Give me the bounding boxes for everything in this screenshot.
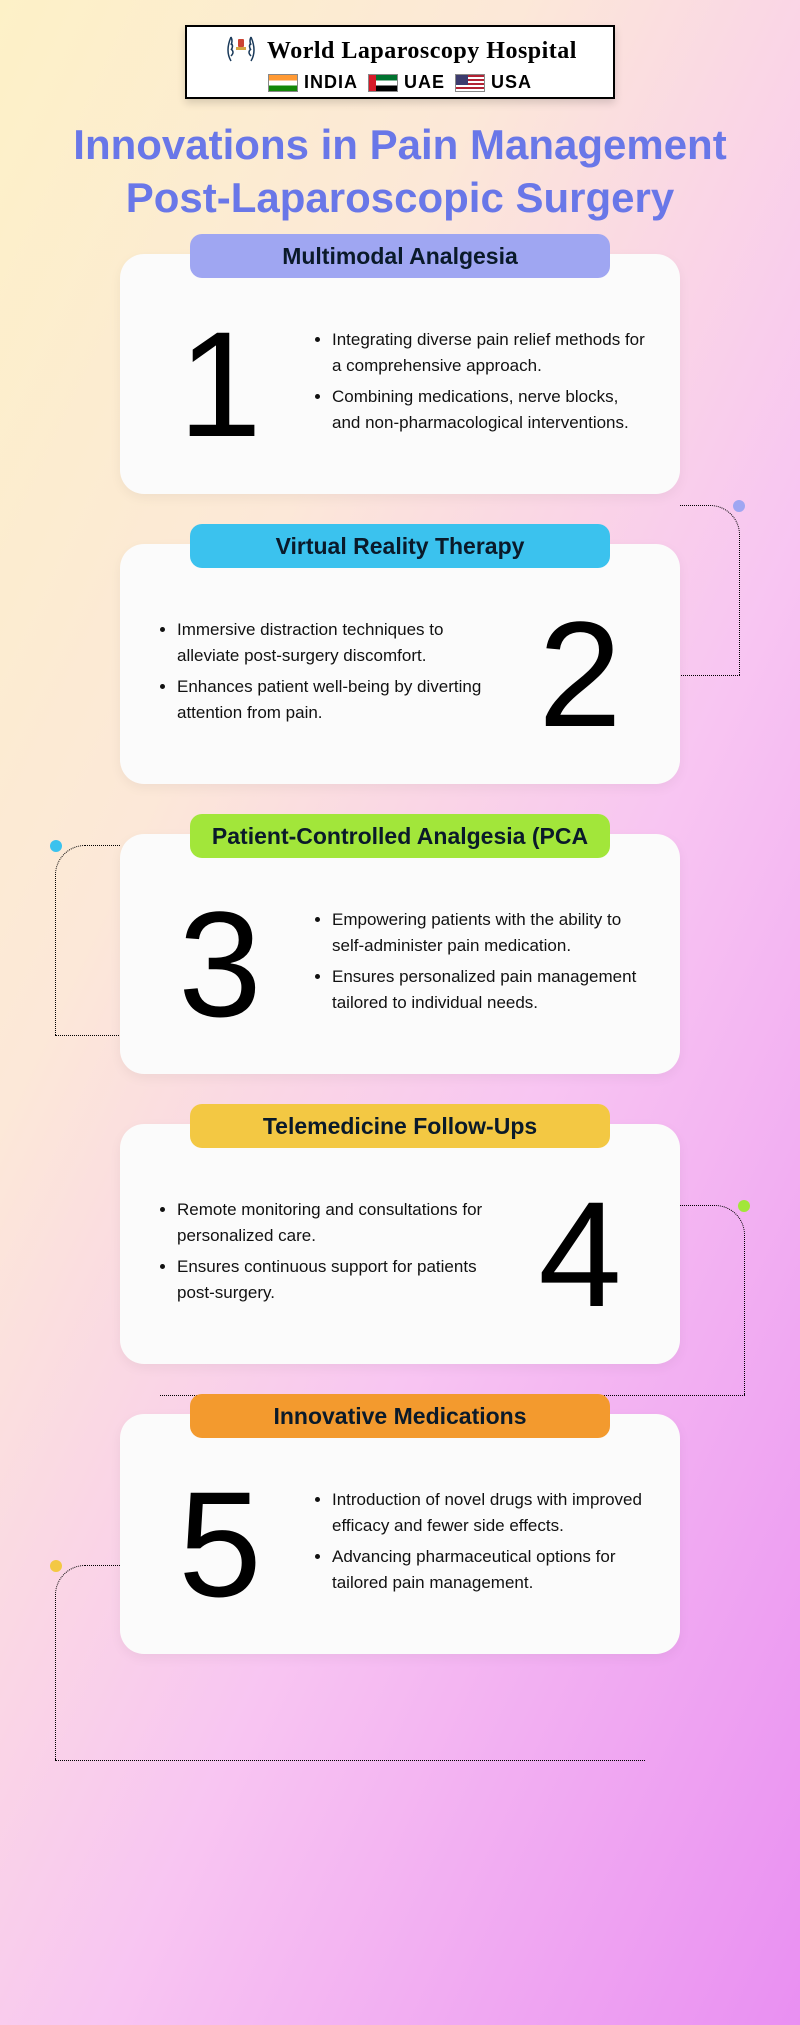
card-body: 1 Integrating diverse pain relief methods…: [155, 309, 645, 459]
connector-4-5: [55, 1565, 120, 1760]
laurel-icon: [223, 33, 259, 70]
bullet: Enhances patient well-being by diverting…: [177, 674, 490, 725]
card-bullets: Empowering patients with the ability to …: [310, 907, 645, 1021]
country-usa: USA: [491, 72, 532, 92]
card-bullets: Integrating diverse pain relief methods …: [310, 327, 645, 441]
card-4: Telemedicine Follow-Ups4Remote monitorin…: [120, 1124, 680, 1364]
card-number-4: 4: [515, 1179, 645, 1329]
connector-3-4: [680, 1205, 745, 1395]
card-body: 3 Empowering patients with the ability to…: [155, 889, 645, 1039]
page-title: Innovations in Pain Management Post-Lapa…: [0, 109, 800, 254]
card-heading-2: Virtual Reality Therapy: [190, 524, 610, 568]
bullet: Remote monitoring and consultations for …: [177, 1197, 490, 1248]
cards-container: Multimodal Analgesia1Integrating diverse…: [0, 254, 800, 1654]
connector-1-2: [680, 505, 740, 675]
country-uae: UAE: [404, 72, 445, 92]
bullet: Ensures continuous support for patients …: [177, 1254, 490, 1305]
card-bullets: Immersive distraction techniques to alle…: [155, 617, 490, 731]
connector-4-5b: [55, 1760, 645, 1761]
card-1: Multimodal Analgesia1Integrating diverse…: [120, 254, 680, 494]
bullet: Immersive distraction techniques to alle…: [177, 617, 490, 668]
bullet: Combining medications, nerve blocks, and…: [332, 384, 645, 435]
connector-2-3: [55, 845, 120, 1035]
card-bullets: Introduction of novel drugs with improve…: [310, 1487, 645, 1601]
card-body: 2 Immersive distraction techniques to all…: [155, 599, 645, 749]
card-5: Innovative Medications5Introduction of n…: [120, 1414, 680, 1654]
card-number-1: 1: [155, 309, 285, 459]
dot-4: [50, 1560, 62, 1572]
hospital-logo: World Laparoscopy Hospital INDIA UAE USA: [185, 25, 615, 99]
dot-2: [50, 840, 62, 852]
card-heading-5: Innovative Medications: [190, 1394, 610, 1438]
card-body: 5 Introduction of novel drugs with improv…: [155, 1469, 645, 1619]
flag-usa-icon: [455, 74, 485, 92]
card-number-3: 3: [155, 889, 285, 1039]
bullet: Advancing pharmaceutical options for tai…: [332, 1544, 645, 1595]
card-body: 4 Remote monitoring and consultations for…: [155, 1179, 645, 1329]
flag-india-icon: [268, 74, 298, 92]
card-heading-1: Multimodal Analgesia: [190, 234, 610, 278]
dot-3: [738, 1200, 750, 1212]
bullet: Introduction of novel drugs with improve…: [332, 1487, 645, 1538]
flag-uae-icon: [368, 74, 398, 92]
country-india: INDIA: [304, 72, 358, 92]
card-number-5: 5: [155, 1469, 285, 1619]
card-heading-3: Patient-Controlled Analgesia (PCA: [190, 814, 610, 858]
card-heading-4: Telemedicine Follow-Ups: [190, 1104, 610, 1148]
bullet: Integrating diverse pain relief methods …: [332, 327, 645, 378]
card-bullets: Remote monitoring and consultations for …: [155, 1197, 490, 1311]
card-2: Virtual Reality Therapy2Immersive distra…: [120, 544, 680, 784]
logo-title: World Laparoscopy Hospital: [267, 38, 577, 65]
bullet: Ensures personalized pain management tai…: [332, 964, 645, 1015]
card-3: Patient-Controlled Analgesia (PCA3Empowe…: [120, 834, 680, 1074]
card-number-2: 2: [515, 599, 645, 749]
dot-1: [733, 500, 745, 512]
logo-countries: INDIA UAE USA: [197, 72, 603, 93]
bullet: Empowering patients with the ability to …: [332, 907, 645, 958]
